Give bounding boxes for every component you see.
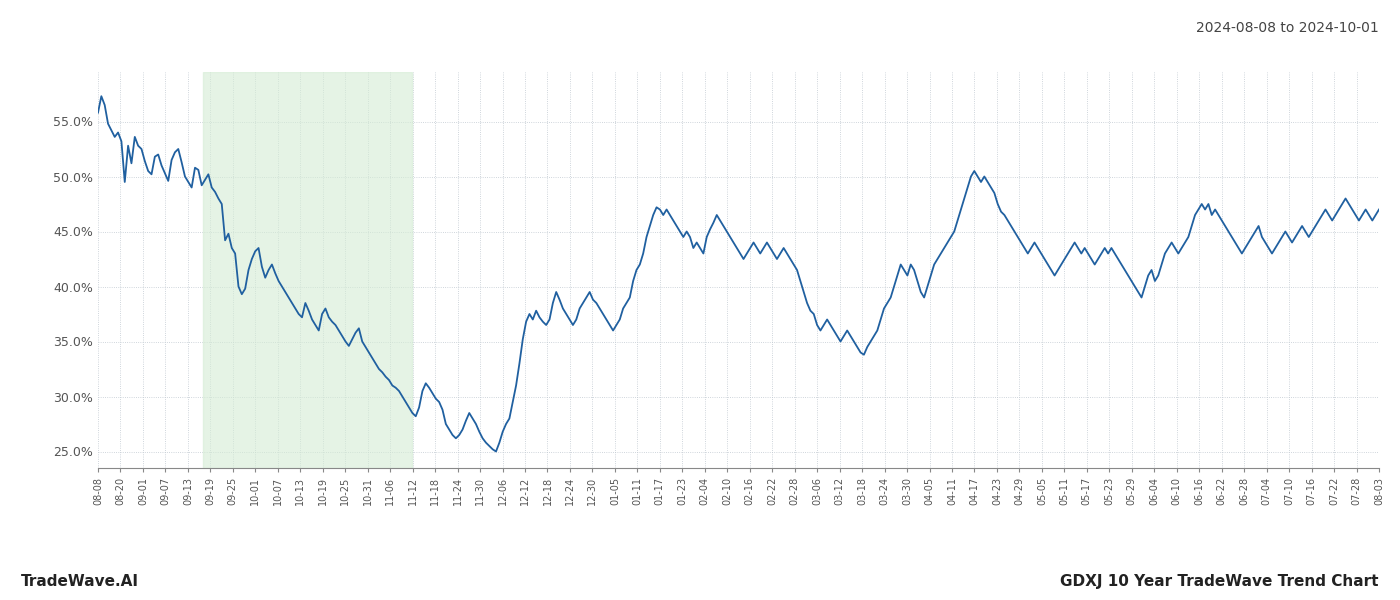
- Text: TradeWave.AI: TradeWave.AI: [21, 574, 139, 589]
- Text: GDXJ 10 Year TradeWave Trend Chart: GDXJ 10 Year TradeWave Trend Chart: [1061, 574, 1379, 589]
- Bar: [203, 72, 412, 468]
- Text: 2024-08-08 to 2024-10-01: 2024-08-08 to 2024-10-01: [1196, 21, 1379, 35]
